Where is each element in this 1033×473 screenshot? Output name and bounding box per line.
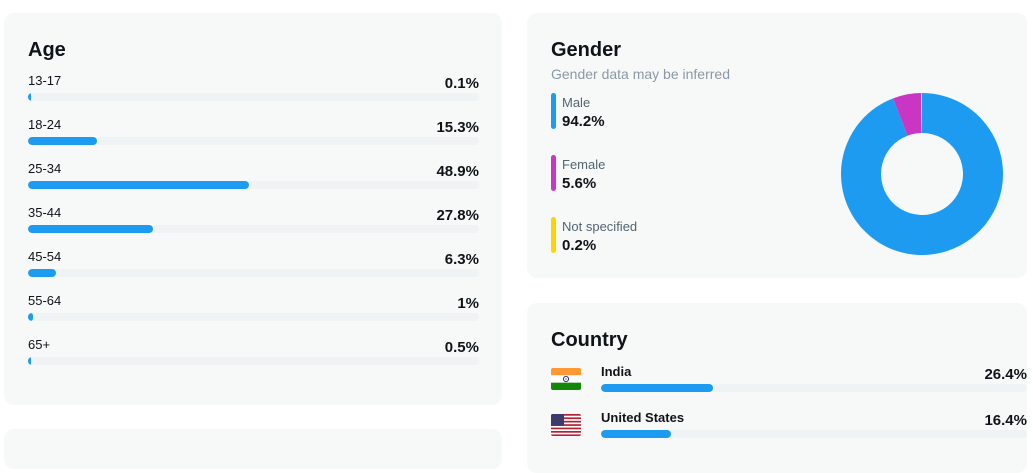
- country-card: Country India 26.4%: [527, 303, 1027, 473]
- age-label: 25-34: [28, 161, 62, 176]
- country-bar-track: [601, 430, 1027, 438]
- age-bar-track: [28, 93, 479, 101]
- age-row-65-plus: 65+ 0.5%: [28, 337, 479, 381]
- age-value: 48.9%: [436, 163, 479, 180]
- gender-card: Gender Gender data may be inferred Male …: [527, 13, 1027, 278]
- age-value: 0.1%: [444, 75, 479, 92]
- age-label: 35-44: [28, 205, 62, 220]
- age-value: 0.5%: [444, 339, 479, 356]
- country-bar-track: [601, 384, 1027, 392]
- age-card: Age 13-17 0.1% 18-24 15.3% 25-34 48.9% 3…: [4, 13, 502, 405]
- age-bar-fill: [28, 313, 33, 321]
- age-value: 27.8%: [436, 207, 479, 224]
- age-row-55-64: 55-64 1%: [28, 293, 479, 337]
- us-flag-icon: [551, 414, 581, 436]
- gender-subtitle: Gender data may be inferred: [551, 66, 730, 82]
- legend-value: 94.2%: [562, 113, 605, 130]
- age-label: 55-64: [28, 293, 62, 308]
- country-row-india: India 26.4%: [551, 364, 1027, 408]
- country-name: India: [601, 364, 632, 379]
- legend-swatch: [551, 155, 556, 191]
- donut-slice-female: [893, 93, 922, 136]
- legend-swatch: [551, 217, 556, 253]
- age-row-35-44: 35-44 27.8%: [28, 205, 479, 249]
- age-bar-fill: [28, 137, 97, 145]
- legend-label: Male: [562, 95, 591, 110]
- age-bar-track: [28, 313, 479, 321]
- india-flag-icon: [551, 368, 581, 390]
- age-bar-fill: [28, 225, 154, 233]
- age-row-18-24: 18-24 15.3%: [28, 117, 479, 161]
- donut-slice-not-specified: [920, 93, 922, 134]
- country-title: Country: [551, 329, 628, 351]
- age-bar-track: [28, 225, 479, 233]
- country-row-united-states: United States 16.4%: [551, 410, 1027, 454]
- donut-slice-male: [841, 93, 1003, 255]
- age-bar-track: [28, 181, 479, 189]
- country-value: 26.4%: [984, 366, 1027, 383]
- age-bar-track: [28, 269, 479, 277]
- age-bar-track: [28, 357, 479, 365]
- country-value: 16.4%: [984, 412, 1027, 429]
- age-value: 1%: [457, 295, 479, 312]
- age-row-13-17: 13-17 0.1%: [28, 73, 479, 117]
- legend-swatch: [551, 93, 556, 129]
- gender-donut-chart: [841, 93, 1003, 255]
- age-label: 18-24: [28, 117, 62, 132]
- age-value: 15.3%: [436, 119, 479, 136]
- gender-legend-not-specified: Not specified 0.2%: [551, 217, 751, 257]
- gender-legend-male: Male 94.2%: [551, 93, 751, 133]
- age-row-45-54: 45-54 6.3%: [28, 249, 479, 293]
- age-title: Age: [28, 39, 66, 61]
- gender-legend-female: Female 5.6%: [551, 155, 751, 195]
- age-bar-track: [28, 137, 479, 145]
- legend-label: Female: [562, 157, 606, 172]
- country-name: United States: [601, 410, 685, 425]
- age-label: 13-17: [28, 73, 62, 88]
- age-bar-fill: [28, 93, 31, 101]
- legend-value: 5.6%: [562, 175, 597, 192]
- age-row-25-34: 25-34 48.9%: [28, 161, 479, 205]
- age-bar-fill: [28, 357, 31, 365]
- gender-title: Gender: [551, 39, 622, 61]
- age-label: 45-54: [28, 249, 62, 264]
- age-label: 65+: [28, 337, 51, 352]
- legend-label: Not specified: [562, 219, 638, 234]
- age-value: 6.3%: [444, 251, 479, 268]
- age-bar-fill: [28, 181, 249, 189]
- age-bar-fill: [28, 269, 57, 277]
- legend-value: 0.2%: [562, 237, 597, 254]
- country-bar-fill: [601, 430, 671, 438]
- country-bar-fill: [601, 384, 714, 392]
- next-card: [4, 429, 502, 469]
